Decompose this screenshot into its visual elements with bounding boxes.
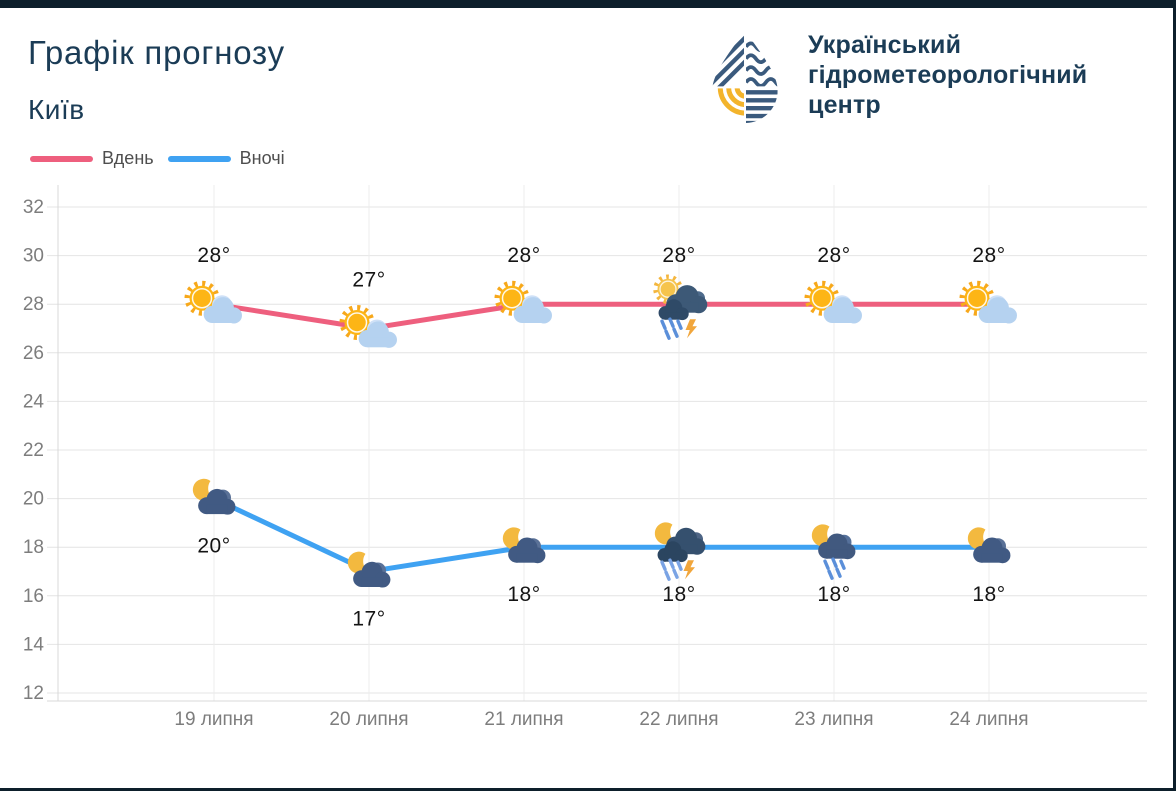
- y-tick-label: 24: [23, 391, 45, 412]
- temp-label: 17°: [352, 608, 385, 631]
- y-tick-label: 28: [23, 294, 44, 315]
- window-border-right: [1173, 0, 1176, 791]
- temp-label: 28°: [197, 244, 230, 267]
- y-tick-label: 18: [23, 537, 44, 558]
- x-tick-label: 24 липня: [949, 709, 1028, 730]
- x-tick-label: 19 липня: [174, 709, 253, 730]
- window-border-top: [0, 0, 1176, 8]
- y-tick-label: 26: [23, 343, 44, 364]
- city-subtitle: Київ: [28, 94, 85, 125]
- weather-icon-sun-storm: [656, 277, 707, 338]
- weather-icon-moon-cloud: [190, 476, 235, 514]
- logo-text-line1: Український: [808, 31, 962, 59]
- chart-legend: Вдень Вночі: [30, 148, 285, 169]
- night-series-line: [211, 496, 992, 574]
- y-tick-label: 20: [23, 489, 44, 510]
- logo-horizontal-stripes: [745, 90, 778, 124]
- logo-text-line2: гідрометеорологічний: [808, 61, 1088, 89]
- temp-label: 18°: [972, 583, 1005, 606]
- temp-label: 28°: [507, 244, 540, 267]
- logo-text-line3: центр: [808, 91, 881, 119]
- temp-label: 27°: [352, 269, 385, 292]
- x-tick-label: 20 липня: [329, 709, 408, 730]
- x-tick-label: 21 липня: [484, 709, 563, 730]
- night-line-swatch: [167, 155, 231, 162]
- legend-item-night: Вночі: [167, 148, 285, 169]
- page-title: Графік прогнозу: [28, 34, 285, 71]
- y-tick-label: 32: [23, 197, 44, 218]
- temp-label: 28°: [817, 244, 850, 267]
- logo-diagonal-stripes: [712, 29, 745, 87]
- weather-icon-moon-cloud: [965, 525, 1010, 563]
- temp-label: 28°: [662, 244, 695, 267]
- temp-label: 18°: [662, 583, 695, 606]
- temp-label: 18°: [817, 583, 850, 606]
- day-line-swatch: [30, 155, 93, 162]
- weather-icon-moon-rain: [809, 522, 855, 578]
- x-tick-label: 22 липня: [639, 709, 718, 730]
- weather-icon-moon-cloud: [345, 549, 390, 587]
- y-tick-label: 16: [23, 586, 44, 607]
- window-border-bottom: [0, 788, 1176, 791]
- weather-icon-sun-cloud: [188, 284, 242, 324]
- legend-label-night: Вночі: [239, 148, 285, 168]
- y-tick-label: 30: [23, 246, 44, 267]
- y-tick-label: 14: [23, 634, 45, 655]
- x-tick-label: 23 липня: [794, 709, 873, 730]
- legend-label-day: Вдень: [102, 148, 154, 168]
- temp-label: 18°: [507, 583, 540, 606]
- temp-label: 20°: [197, 535, 230, 558]
- weather-icon-sun-cloud: [963, 284, 1017, 324]
- uhmc-logo-text: Український гідрометеорологічний центр: [808, 30, 1087, 120]
- y-tick-label: 22: [23, 440, 44, 461]
- logo-waves: [745, 41, 778, 87]
- temp-label: 28°: [972, 244, 1005, 267]
- y-tick-label: 12: [23, 683, 44, 704]
- uhmc-logo-droplet: [712, 29, 778, 124]
- day-series-line: [211, 301, 992, 331]
- weather-icon-moon-cloud: [500, 525, 545, 563]
- legend-item-day: Вдень: [30, 148, 154, 169]
